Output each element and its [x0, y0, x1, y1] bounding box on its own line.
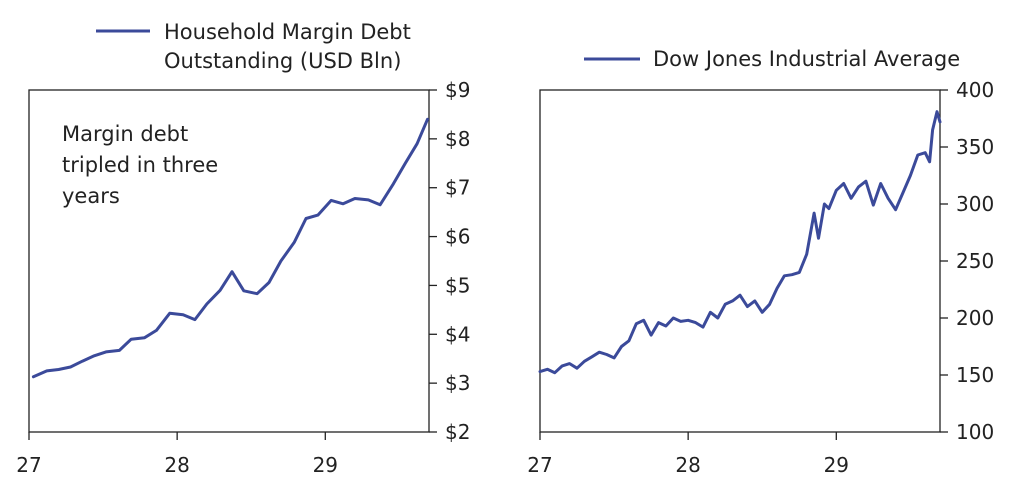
margin-debt-y-tick-label: $3	[445, 371, 470, 395]
dow-jones-chart: Dow Jones Industrial Average 100 150 200 25…	[527, 47, 994, 477]
margin-debt-plot-frame	[28, 89, 430, 433]
margin-debt-y-tick-label: $6	[445, 225, 470, 249]
dow-jones-y-axis: 100 150 200 250 300 350 400	[940, 78, 994, 444]
margin-debt-series-line	[31, 117, 429, 379]
dow-jones-x-axis: 27 28 29	[527, 432, 849, 477]
dow-jones-x-tick-label: 27	[527, 453, 552, 477]
margin-debt-y-tick-label: $2	[445, 420, 470, 444]
margin-debt-x-tick-label: 27	[16, 453, 41, 477]
margin-debt-legend-line-1: Household Margin Debt	[164, 20, 411, 44]
margin-debt-y-tick-label: $4	[445, 322, 470, 346]
dow-jones-legend-label: Dow Jones Industrial Average	[653, 47, 960, 71]
margin-debt-chart: Household Margin Debt Outstanding (USD B…	[16, 20, 470, 477]
dow-jones-x-tick-label: 29	[824, 453, 849, 477]
dow-jones-plot-frame	[539, 89, 941, 433]
dow-jones-series-line	[538, 110, 942, 375]
margin-debt-legend-line-2: Outstanding (USD Bln)	[164, 49, 401, 73]
margin-debt-y-tick-label: $5	[445, 273, 470, 297]
margin-debt-y-tick-label: $7	[445, 176, 470, 200]
dow-jones-y-tick-label: 200	[956, 306, 994, 330]
dow-jones-x-tick-label: 28	[675, 453, 700, 477]
dow-jones-y-tick-label: 350	[956, 135, 994, 159]
margin-debt-x-tick-label: 28	[164, 453, 189, 477]
annotation-line-2: tripled in three	[62, 153, 218, 177]
dow-jones-y-tick-label: 250	[956, 249, 994, 273]
margin-debt-y-axis: $2 $3 $4 $5 $6 $7 $8 $9	[429, 78, 470, 444]
annotation-line-1: Margin debt	[62, 122, 188, 146]
margin-debt-x-axis: 27 28 29	[16, 432, 338, 477]
annotation-line-3: years	[62, 184, 120, 208]
dow-jones-y-tick-label: 150	[956, 363, 994, 387]
dow-jones-y-tick-label: 300	[956, 192, 994, 216]
margin-debt-y-tick-label: $8	[445, 127, 470, 151]
margin-debt-y-tick-label: $9	[445, 78, 470, 102]
margin-debt-x-tick-label: 29	[313, 453, 338, 477]
dow-jones-y-tick-label: 400	[956, 78, 994, 102]
dow-jones-y-tick-label: 100	[956, 420, 994, 444]
